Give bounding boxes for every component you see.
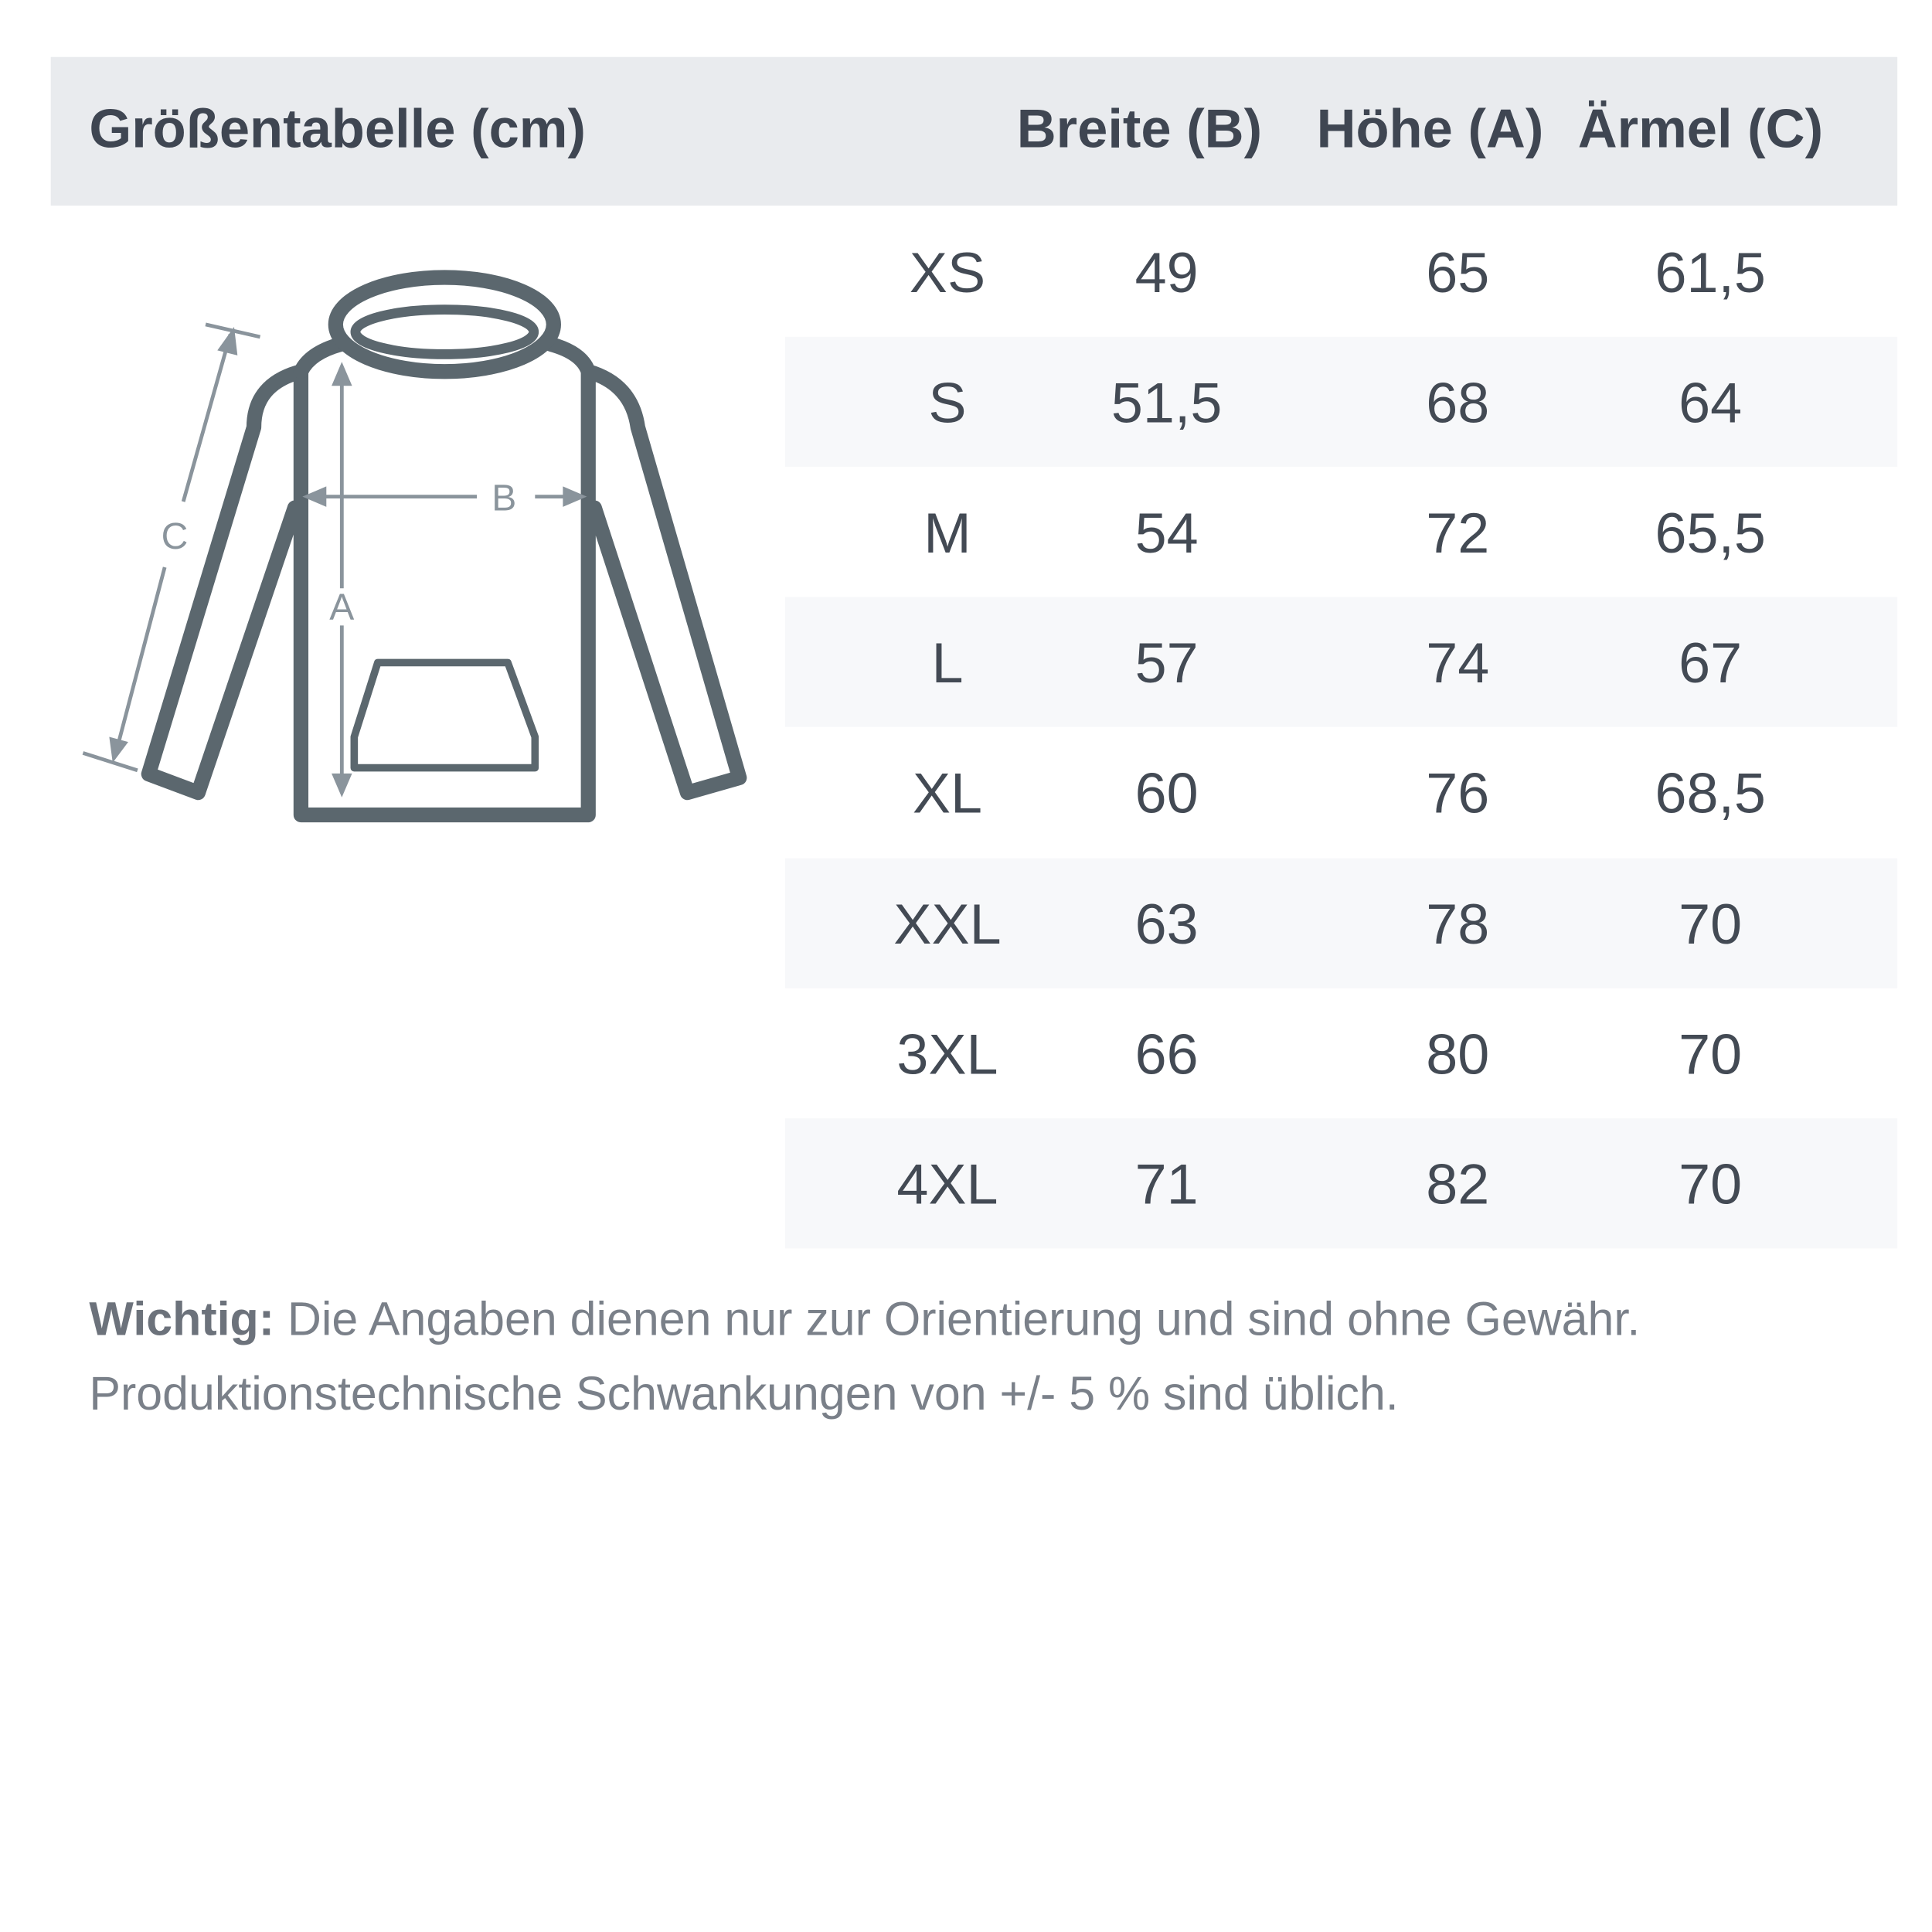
table-row: S 51,5 68 64 [785,336,1898,468]
table-title: Größentabelle (cm) [89,99,586,160]
hoodie-diagram: B A C [82,270,747,823]
table-row: XXL 63 78 70 [785,858,1898,988]
cell-hoehe: 80 [1426,1021,1490,1086]
table-row: XL 60 76 68,5 [785,727,1897,857]
cell-breite: 54 [1134,499,1199,564]
note-label: Wichtig: [89,1294,275,1347]
column-header-aermel: Ärmel (C) [1577,99,1824,160]
cell-breite: 57 [1134,629,1199,695]
cell-hoehe: 72 [1426,499,1490,564]
column-header-breite: Breite (B) [1016,99,1263,160]
table-row: 4XL 71 82 70 [785,1118,1898,1249]
cell-breite: 51,5 [1111,369,1223,434]
hoodie-shoulder-left [293,336,349,379]
table-row: XS 49 65 61,5 [785,207,1897,337]
label-a: A [329,586,354,628]
measure-c-line [181,334,233,502]
cell-hoehe: 68 [1426,369,1490,434]
table-header [50,56,1898,206]
label-c: C [162,515,189,557]
note-line-2: Produktionstechnische Schwankungen von +… [89,1368,1399,1421]
cell-breite: 71 [1134,1151,1199,1216]
cell-breite: 49 [1134,240,1199,304]
cell-aermel: 67 [1679,629,1743,695]
cell-hoehe: 82 [1426,1151,1490,1216]
table-row: 3XL 66 80 70 [785,988,1897,1118]
cell-hoehe: 65 [1426,240,1490,304]
cell-size: 3XL [896,1021,998,1086]
cell-size: S [928,369,967,434]
note-line-1: Die Angaben dienen nur zur Orientierung … [274,1294,1641,1347]
cell-size: 4XL [896,1151,998,1216]
disclaimer-note: Wichtig: Die Angaben dienen nur zur Orie… [89,1283,1640,1431]
cell-hoehe: 74 [1426,629,1490,695]
cell-aermel: 64 [1679,369,1743,434]
hoodie-body-outline [141,336,747,823]
cell-size: XL [912,760,983,825]
cell-size: XXL [893,891,1002,956]
cell-hoehe: 76 [1426,760,1490,825]
cell-aermel: 70 [1679,1021,1743,1086]
table-row: M 54 72 65,5 [785,467,1897,597]
pocket [350,658,539,772]
label-b: B [492,477,516,519]
cell-aermel: 61,5 [1655,240,1766,304]
cell-aermel: 70 [1679,1151,1743,1216]
column-header-hoehe: Höhe (A) [1316,99,1544,160]
table-row: L 57 74 67 [785,597,1898,727]
cell-size: M [923,499,971,564]
cell-hoehe: 78 [1426,891,1490,956]
cell-size: L [931,629,964,695]
cell-breite: 60 [1134,760,1199,825]
cell-aermel: 70 [1679,891,1743,956]
cell-aermel: 65,5 [1655,499,1766,564]
cell-size: XS [909,240,986,304]
cell-aermel: 68,5 [1655,760,1766,825]
cell-breite: 63 [1134,891,1199,956]
hoodie-hood [328,270,561,379]
cell-breite: 66 [1134,1021,1199,1086]
